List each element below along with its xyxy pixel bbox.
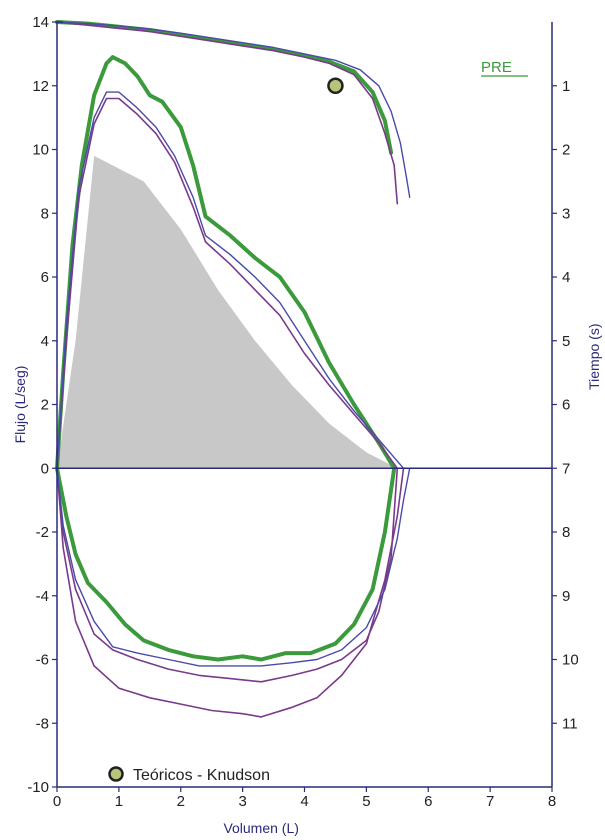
legend: Teóricos - Knudson [108, 766, 270, 784]
x-tick-label: 7 [486, 793, 494, 810]
y-tick-label: 8 [41, 205, 49, 222]
y2-tick-label: 3 [562, 205, 570, 222]
series-line-1 [56, 97, 399, 470]
y-tick-label: 6 [41, 269, 49, 286]
legend-label: Teóricos - Knudson [133, 767, 270, 784]
y-axis-label: Flujo (L/seg) [12, 366, 28, 444]
y2-tick-label: 11 [562, 715, 578, 732]
predicted-flow-area [57, 155, 398, 469]
y2-tick-label: 9 [562, 588, 570, 605]
x-tick-label: 4 [300, 793, 308, 810]
x-tick-label: 5 [362, 793, 370, 810]
y2-tick-label: 2 [562, 142, 570, 159]
series-line-9 [56, 21, 411, 199]
x-tick-label: 6 [424, 793, 432, 810]
y2-axis-label: Tiempo (s) [586, 323, 602, 389]
x-axis-label: Volumen (L) [223, 820, 298, 836]
y-tick-label: 12 [32, 78, 49, 95]
y2-tick-label: 4 [562, 269, 570, 286]
y-tick-label: 0 [41, 460, 49, 477]
predicted-point [327, 77, 344, 94]
series-line-0 [55, 55, 397, 471]
series-line-6 [56, 467, 411, 667]
y2-tick-label: 6 [562, 397, 570, 414]
legend-marker-icon [108, 766, 124, 782]
y-tick-label: -6 [36, 652, 49, 669]
series-line-3 [55, 466, 397, 662]
y2-tick-label: 7 [562, 460, 570, 477]
y-tick-label: -8 [36, 715, 49, 732]
x-tick-label: 0 [53, 793, 61, 810]
y2-tick-label: 10 [562, 652, 579, 669]
pre-label: PRE [481, 59, 512, 76]
series-line-5 [56, 467, 399, 683]
y-tick-label: 10 [32, 142, 49, 159]
y2-tick-label: 5 [562, 333, 570, 350]
y2-tick-label: 8 [562, 524, 570, 541]
y-tick-label: -4 [36, 588, 49, 605]
series-line-2 [56, 91, 405, 469]
y2-tick-label: 1 [562, 78, 570, 95]
plot-area [55, 20, 411, 718]
y-tick-label: 14 [32, 14, 49, 31]
x-tick-label: 1 [115, 793, 123, 810]
x-tick-label: 2 [177, 793, 185, 810]
x-tick-label: 8 [548, 793, 556, 810]
series-line-7 [55, 20, 394, 155]
series-line-8 [56, 21, 399, 205]
y-tick-label: -2 [36, 524, 49, 541]
x-tick-label: 3 [238, 793, 246, 810]
series-line-4 [56, 467, 405, 718]
y-tick-label: -10 [27, 779, 49, 796]
y-tick-label: 2 [41, 397, 49, 414]
y-tick-label: 4 [41, 333, 49, 350]
